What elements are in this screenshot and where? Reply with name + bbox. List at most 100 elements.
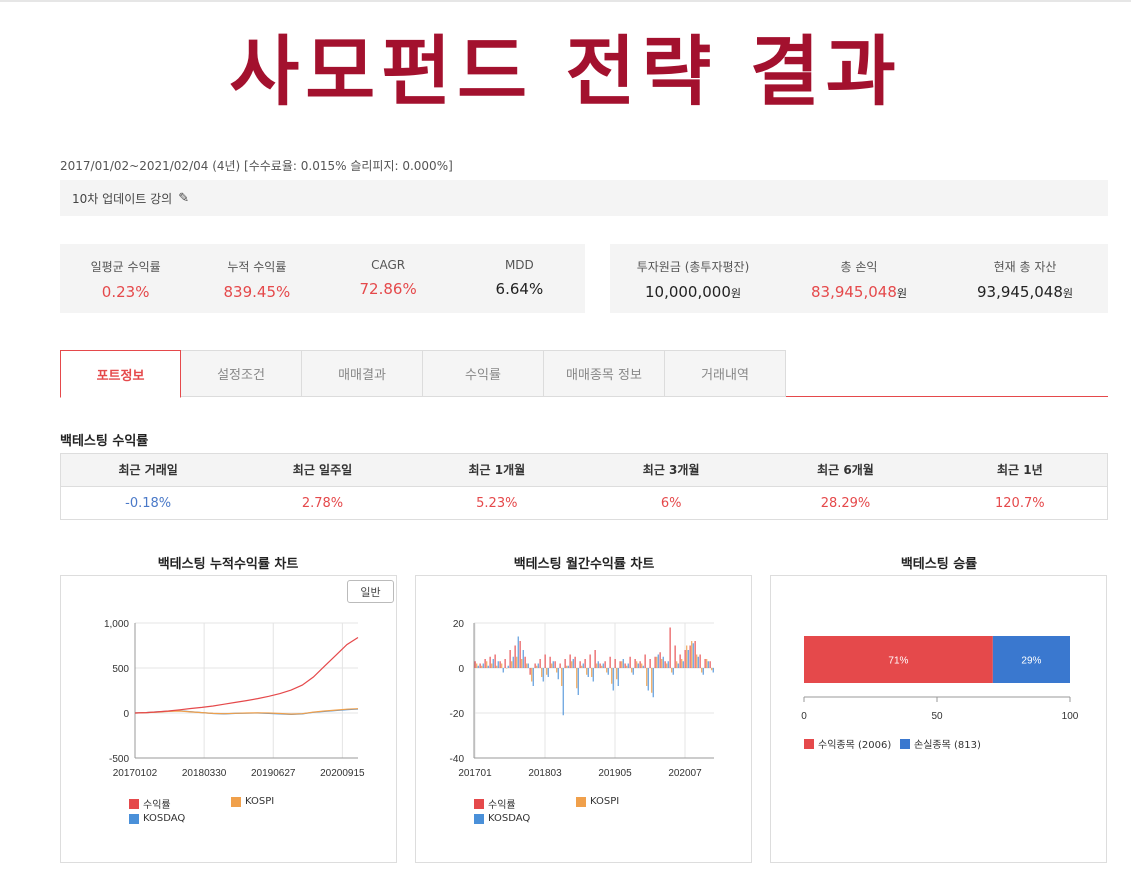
bar-kospi: [541, 668, 543, 677]
tab-traded-stocks[interactable]: 매매종목 정보: [544, 350, 665, 397]
bar-return: [629, 656, 631, 668]
tab-returns[interactable]: 수익률: [423, 350, 544, 397]
bar-kospi: [616, 668, 618, 680]
bar-kospi: [491, 663, 493, 668]
bar-kospi: [621, 661, 623, 668]
stat-value: 72.86%: [359, 280, 417, 298]
bar-kosdaq: [487, 665, 489, 668]
legend-swatch: [129, 798, 139, 809]
y-tick-label: -500: [109, 754, 129, 765]
bar-return: [669, 627, 671, 668]
bar-return: [474, 661, 476, 668]
bar-kosdaq: [532, 668, 534, 686]
bar-return: [539, 659, 541, 668]
bar-kosdaq: [502, 668, 504, 673]
legend-swatch: [129, 813, 139, 824]
y-tick-label: 0: [123, 709, 129, 720]
bar-kospi: [611, 668, 613, 684]
pencil-icon[interactable]: ✎: [178, 190, 190, 206]
bar-return: [589, 654, 591, 668]
y-tick-label: 1,000: [104, 619, 129, 630]
bar-kospi: [601, 665, 603, 668]
bar-kospi: [651, 668, 653, 693]
bar-kospi: [656, 656, 658, 668]
legend-swatch: [231, 796, 241, 807]
legend-item-kosdaq: KOSDAQ: [474, 813, 530, 824]
bar-kospi: [531, 668, 533, 682]
bar-kosdaq: [667, 661, 669, 668]
bar-label: 29%: [1021, 656, 1041, 667]
y-tick-label: 20: [453, 619, 465, 630]
monthly-chart-panel: 20 0 -20 -40 201701 201803 201905 202007 수익률 KO…: [415, 575, 752, 863]
header-cell: 최근 1년: [996, 463, 1043, 477]
winrate-chart-svg: 71% 29% 0 50 100: [801, 636, 1079, 722]
legend-item-kospi: KOSPI: [576, 796, 619, 807]
stat-label: 총 손익: [840, 260, 878, 274]
bar-kospi: [596, 663, 598, 668]
bar-kospi: [631, 668, 633, 673]
tab-port-info[interactable]: 포트정보: [60, 350, 181, 398]
y-tick-label: -40: [450, 754, 465, 765]
x-tick-label: 201701: [458, 768, 492, 779]
bar-kospi: [691, 641, 693, 668]
stat-principal: 투자원금 (총투자평잔) 10,000,000원: [610, 244, 776, 313]
header-cell: 최근 거래일: [118, 463, 178, 477]
bar-kosdaq: [627, 663, 629, 668]
bar-kospi: [506, 668, 508, 669]
tab-trade-results[interactable]: 매매결과: [302, 350, 423, 397]
bar-kospi: [666, 663, 668, 668]
stat-label: 누적 수익률: [227, 260, 287, 274]
bar-return: [649, 659, 651, 668]
bar-kosdaq: [652, 668, 654, 698]
bar-return: [674, 645, 676, 668]
stat-mdd: MDD 6.64%: [454, 244, 585, 313]
stat-value: 93,945,048원: [976, 283, 1073, 301]
bar-kospi: [636, 661, 638, 668]
stat-label: 투자원금 (총투자평잔): [636, 260, 750, 274]
bar-return: [704, 659, 706, 668]
bar-kosdaq: [542, 668, 544, 682]
stat-value: 83,945,048원: [810, 283, 907, 301]
bar-kosdaq: [497, 661, 499, 668]
bar-kosdaq: [537, 663, 539, 668]
tab-transactions[interactable]: 거래내역: [665, 350, 786, 397]
memo-box: 10차 업데이트 강의 ✎: [60, 180, 1108, 216]
legend-swatch: [804, 738, 814, 749]
winrate-chart-panel: 71% 29% 0 50 100 수익종목 (2006) 손실종목 (813): [770, 575, 1107, 863]
top-border: [0, 0, 1131, 2]
bar-kosdaq: [572, 659, 574, 668]
bar-return: [654, 656, 656, 668]
value-cell: 6%: [660, 496, 682, 511]
bar-kospi: [576, 668, 578, 689]
bar-kospi: [521, 659, 523, 668]
bar-return: [709, 661, 711, 668]
bar-kospi: [676, 661, 678, 668]
bar-return: [509, 650, 511, 668]
stat-label: 일평균 수익률: [90, 260, 161, 274]
bar-return: [584, 659, 586, 668]
bar-kospi: [581, 665, 583, 668]
bar-kosdaq: [527, 663, 529, 668]
bar-return: [479, 663, 481, 668]
bar-loss: [992, 636, 1070, 683]
stats-assets: 투자원금 (총투자평잔) 10,000,000원 총 손익 83,945,048…: [610, 244, 1108, 313]
general-scale-button[interactable]: 일반: [347, 580, 394, 603]
bar-return: [494, 654, 496, 668]
bar-return: [569, 654, 571, 668]
bar-return: [694, 641, 696, 668]
bar-kosdaq: [612, 668, 614, 691]
header-cell: 최근 일주일: [292, 463, 353, 477]
x-tick-label: 100: [1062, 711, 1079, 722]
stat-label: MDD: [504, 258, 534, 272]
legend-item-return: 수익률: [129, 796, 171, 811]
bar-kospi: [556, 668, 558, 673]
bar-return: [534, 663, 536, 668]
bar-return: [689, 645, 691, 668]
returns-table: 최근 거래일 최근 일주일 최근 1개월 최근 3개월 최근 6개월 최근 1년…: [60, 453, 1108, 520]
bar-kospi: [496, 665, 498, 668]
bar-return: [514, 645, 516, 668]
bar-return: [604, 661, 606, 668]
tab-settings[interactable]: 설정조건: [181, 350, 302, 397]
bar-return: [524, 656, 526, 668]
bar-kosdaq: [492, 659, 494, 668]
